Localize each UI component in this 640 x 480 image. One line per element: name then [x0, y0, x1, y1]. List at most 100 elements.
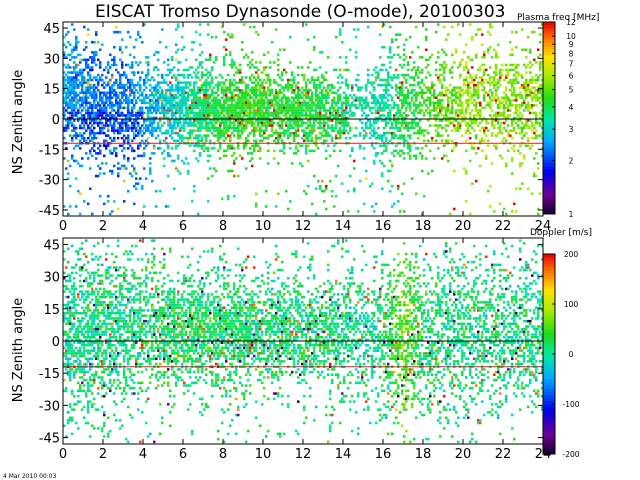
data-cell — [283, 94, 286, 97]
data-cell — [189, 94, 192, 97]
data-cell — [65, 338, 68, 342]
data-cell — [421, 78, 424, 82]
data-cell — [493, 126, 496, 130]
data-cell — [133, 106, 136, 110]
data-cell — [75, 43, 78, 46]
data-cell — [87, 28, 90, 31]
data-cell — [277, 106, 280, 110]
data-cell — [297, 109, 300, 112]
data-cell — [151, 104, 154, 107]
data-cell — [107, 96, 110, 99]
data-cell — [369, 81, 372, 84]
data-cell — [241, 96, 244, 99]
data-cell — [191, 200, 194, 203]
data-cell — [127, 109, 130, 112]
data-cell — [463, 66, 466, 69]
data-cell — [157, 106, 160, 110]
data-cell — [333, 144, 336, 147]
data-cell — [117, 162, 120, 165]
data-cell — [511, 172, 514, 175]
data-cell — [233, 159, 236, 163]
data-cell — [275, 111, 278, 115]
data-cell — [481, 106, 484, 110]
colorbar-swatch — [543, 31, 555, 35]
data-cell — [477, 81, 480, 84]
data-cell — [89, 104, 92, 107]
data-cell — [433, 104, 436, 107]
data-cell — [175, 94, 178, 97]
data-cell — [167, 99, 170, 102]
data-cell — [183, 119, 186, 122]
data-cell — [321, 114, 324, 117]
data-cell — [187, 169, 190, 173]
data-cell — [495, 116, 498, 120]
data-cell — [531, 99, 534, 102]
data-cell — [139, 154, 142, 158]
data-cell — [65, 387, 68, 390]
data-cell — [409, 157, 412, 160]
data-cell — [77, 162, 80, 165]
data-cell — [229, 109, 232, 112]
data-cell — [117, 101, 120, 105]
data-cell — [71, 66, 74, 69]
data-cell — [207, 58, 210, 62]
data-cell — [71, 298, 74, 301]
data-cell — [421, 91, 424, 94]
data-cell — [237, 121, 240, 125]
data-cell — [515, 111, 518, 115]
data-cell — [539, 33, 542, 36]
data-cell — [213, 126, 216, 130]
data-cell — [103, 68, 106, 72]
data-cell — [69, 78, 72, 82]
data-cell — [299, 119, 302, 122]
data-cell — [387, 73, 390, 77]
data-cell — [373, 147, 376, 150]
data-cell — [95, 119, 98, 122]
data-cell — [415, 94, 418, 97]
data-cell — [161, 131, 164, 135]
data-cell — [203, 104, 206, 107]
data-cell — [277, 68, 280, 72]
colorbar-swatch — [543, 205, 555, 209]
data-cell — [65, 101, 68, 105]
data-cell — [495, 101, 498, 105]
data-cell — [289, 147, 292, 150]
data-cell — [69, 81, 72, 84]
data-cell — [207, 149, 210, 153]
data-cell — [341, 111, 344, 115]
data-cell — [519, 104, 522, 107]
data-cell — [325, 99, 328, 102]
data-cell — [371, 144, 374, 147]
data-cell — [519, 111, 522, 115]
data-cell — [423, 91, 426, 94]
data-cell — [83, 106, 86, 110]
data-cell — [429, 89, 432, 92]
data-cell — [199, 144, 202, 147]
data-cell — [305, 83, 308, 87]
data-cell — [259, 61, 262, 64]
data-cell — [479, 101, 482, 105]
data-cell — [525, 83, 528, 87]
data-cell — [85, 109, 88, 112]
data-cell — [105, 99, 108, 102]
data-cell — [279, 111, 282, 115]
data-cell — [231, 169, 234, 173]
data-cell — [319, 101, 322, 105]
data-cell — [205, 124, 208, 127]
data-cell — [497, 86, 500, 89]
data-cell — [213, 124, 216, 127]
data-cell — [293, 116, 296, 120]
data-cell — [93, 91, 96, 94]
data-cell — [133, 136, 136, 140]
data-cell — [85, 124, 88, 127]
data-cell — [77, 99, 80, 102]
data-cell — [233, 174, 236, 178]
data-cell — [349, 126, 352, 130]
data-cell — [177, 68, 180, 72]
data-cell — [525, 78, 528, 82]
data-cell — [191, 134, 194, 137]
data-cell — [177, 109, 180, 112]
data-cell — [301, 96, 304, 99]
data-cell — [363, 111, 366, 115]
data-cell — [455, 99, 458, 102]
